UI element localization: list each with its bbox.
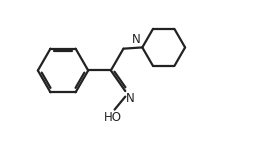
Text: HO: HO (104, 111, 122, 124)
Text: N: N (126, 92, 135, 105)
Text: N: N (132, 33, 141, 46)
